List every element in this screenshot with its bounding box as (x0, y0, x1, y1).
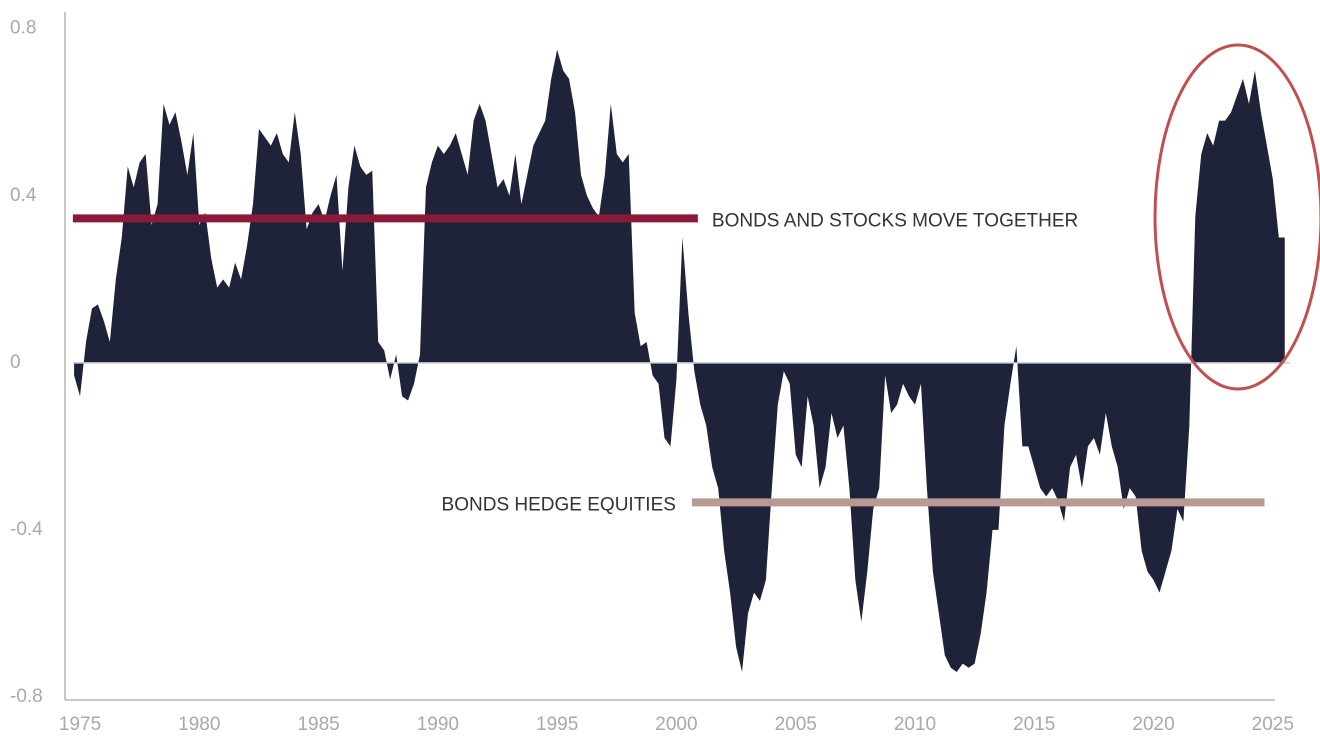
annotation-text: BONDS HEDGE EQUITIES (442, 494, 676, 515)
x-tick-label: 2000 (655, 714, 697, 735)
annotation-text: BONDS AND STOCKS MOVE TOGETHER (712, 210, 1078, 231)
y-tick-label: 0.8 (10, 18, 36, 39)
x-tick-label: 1980 (178, 714, 220, 735)
y-tick-label: -0.8 (10, 686, 43, 707)
x-tick-label: 1975 (59, 714, 101, 735)
x-tick-label: 2005 (775, 714, 817, 735)
x-tick-label: 2010 (894, 714, 936, 735)
x-tick-label: 2025 (1252, 714, 1294, 735)
y-tick-label: 0.4 (10, 185, 37, 206)
y-tick-label: 0 (10, 352, 21, 373)
highlight-ellipse (1153, 43, 1320, 391)
x-tick-label: 1985 (297, 714, 339, 735)
x-tick-label: 1995 (536, 714, 578, 735)
x-tick-label: 2015 (1013, 714, 1055, 735)
y-tick-label: -0.4 (10, 519, 43, 540)
x-tick-label: 2020 (1132, 714, 1174, 735)
area (74, 49, 1285, 672)
x-tick-label: 1990 (417, 714, 459, 735)
